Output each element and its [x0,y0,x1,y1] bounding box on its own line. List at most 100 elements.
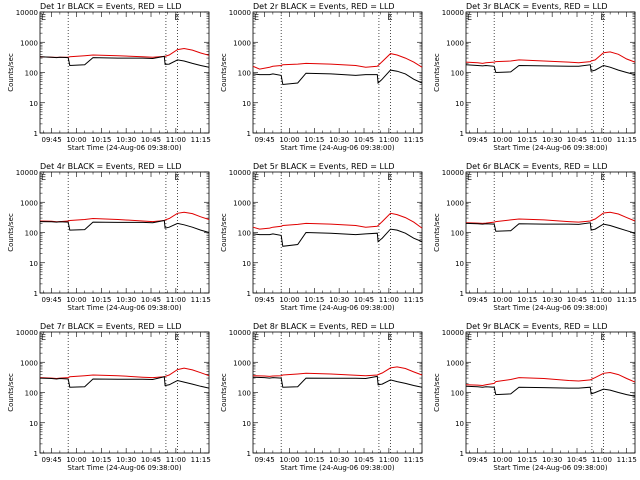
series-events-line [39,55,210,68]
y-tick-label: 1 [34,290,38,298]
x-tick-label: 10:45 [567,456,587,464]
x-tick-label: 10:00 [279,296,299,304]
y-axis-label: Counts/sec [220,373,228,412]
plot-frame [465,331,636,454]
x-tick-label: 09:45 [255,136,275,144]
x-tick-label: 10:45 [567,296,587,304]
x-tick-label: 10:45 [141,456,161,464]
x-tick-label: 11:00 [592,456,612,464]
x-tick-label: 10:30 [542,296,562,304]
y-axis-label: Counts/sec [433,213,441,252]
panel-5: Det 5r BLACK = Events, RED = LLD 1 10 100 10… [220,162,424,312]
x-tick-label: 11:00 [592,296,612,304]
y-tick-label: 1000 [446,199,464,207]
plot-frame [39,331,210,454]
x-tick-label: 11:00 [166,296,186,304]
x-tick-label: 09:45 [468,296,488,304]
series-events-line [465,222,636,234]
y-tick-label: 10 [455,100,464,108]
y-tick-label: 10 [242,420,251,428]
series-events-line [465,64,636,76]
x-tick-label: 11:00 [379,136,399,144]
y-tick-label: 10 [29,260,38,268]
panel-title: Det 5r BLACK = Events, RED = LLD [253,162,395,171]
x-tick-label: 10:00 [279,136,299,144]
x-tick-label: 10:15 [91,456,111,464]
x-tick-label: 10:15 [304,296,324,304]
y-tick-label: 1 [460,130,464,138]
x-tick-label: 10:15 [517,296,537,304]
panel-title: Det 8r BLACK = Events, RED = LLD [253,322,395,331]
x-tick-label: 10:30 [329,136,349,144]
y-tick-label: 1000 [20,359,38,367]
panel-4: Det 4r BLACK = Events, RED = LLD 1 10 100 10… [7,162,211,312]
y-tick-label: 1 [247,130,251,138]
x-tick-label: 09:45 [468,136,488,144]
x-tick-label: 11:15 [404,136,424,144]
plot-frame [252,331,423,454]
y-axis-label: Counts/sec [220,213,228,252]
y-tick-label: 10000 [16,329,38,337]
panel-title: Det 4r BLACK = Events, RED = LLD [40,162,182,171]
y-tick-label: 10 [455,420,464,428]
panel-title: Det 7r BLACK = Events, RED = LLD [40,322,182,331]
y-tick-label: 1000 [446,359,464,367]
y-axis-label: Counts/sec [220,53,228,92]
x-tick-label: 11:00 [379,456,399,464]
panel-title: Det 6r BLACK = Events, RED = LLD [466,162,608,171]
plot-frame [252,171,423,294]
series-lld-line [465,211,636,224]
panel-title: Det 1r BLACK = Events, RED = LLD [40,2,182,11]
x-tick-label: 11:00 [166,136,186,144]
x-tick-label: 11:15 [617,456,637,464]
y-tick-label: 100 [238,230,251,238]
x-tick-label: 09:45 [255,456,275,464]
x-tick-label: 10:15 [91,296,111,304]
marker-label-left: E [254,173,259,182]
y-tick-label: 100 [451,230,464,238]
x-tick-label: 10:30 [329,456,349,464]
panel-8: Det 8r BLACK = Events, RED = LLD 1 10 100 10… [220,322,424,472]
y-tick-label: 10 [455,260,464,268]
y-tick-label: 1 [34,450,38,458]
y-tick-label: 1000 [233,359,251,367]
x-tick-label: 10:30 [542,456,562,464]
marker-label-left: E [467,333,472,342]
x-tick-label: 10:15 [304,456,324,464]
series-lld-line [252,212,423,230]
x-tick-label: 10:30 [116,456,136,464]
marker-label-left: E [254,13,259,22]
y-tick-label: 10000 [16,169,38,177]
panel-title: Det 3r BLACK = Events, RED = LLD [466,2,608,11]
x-tick-label: 09:45 [42,136,62,144]
x-tick-label: 10:30 [329,296,349,304]
x-tick-label: 11:15 [191,136,211,144]
marker-label-left: E [41,333,46,342]
x-axis-label: Start Time (24-Aug-06 09:38:00) [67,304,181,312]
x-tick-label: 11:15 [617,296,637,304]
x-tick-label: 09:45 [42,456,62,464]
x-tick-label: 10:00 [492,456,512,464]
x-tick-label: 10:15 [517,456,537,464]
y-tick-label: 100 [451,390,464,398]
series-lld-line [39,47,210,58]
x-tick-label: 09:45 [468,456,488,464]
x-tick-label: 09:45 [42,296,62,304]
y-axis-label: Counts/sec [7,53,15,92]
marker-label: E [175,13,180,22]
x-tick-label: 10:45 [354,296,374,304]
y-tick-label: 100 [25,230,38,238]
y-tick-label: 10000 [229,9,251,17]
x-tick-label: 11:15 [617,136,637,144]
x-tick-label: 10:45 [567,136,587,144]
x-tick-label: 11:15 [191,456,211,464]
y-tick-label: 100 [25,70,38,78]
y-tick-label: 10000 [442,329,464,337]
marker-label: E [388,173,393,182]
marker-label-left: E [41,173,46,182]
x-tick-label: 09:45 [255,296,275,304]
marker-label-left: E [254,333,259,342]
plot-frame [465,11,636,134]
series-events-line [252,375,423,388]
